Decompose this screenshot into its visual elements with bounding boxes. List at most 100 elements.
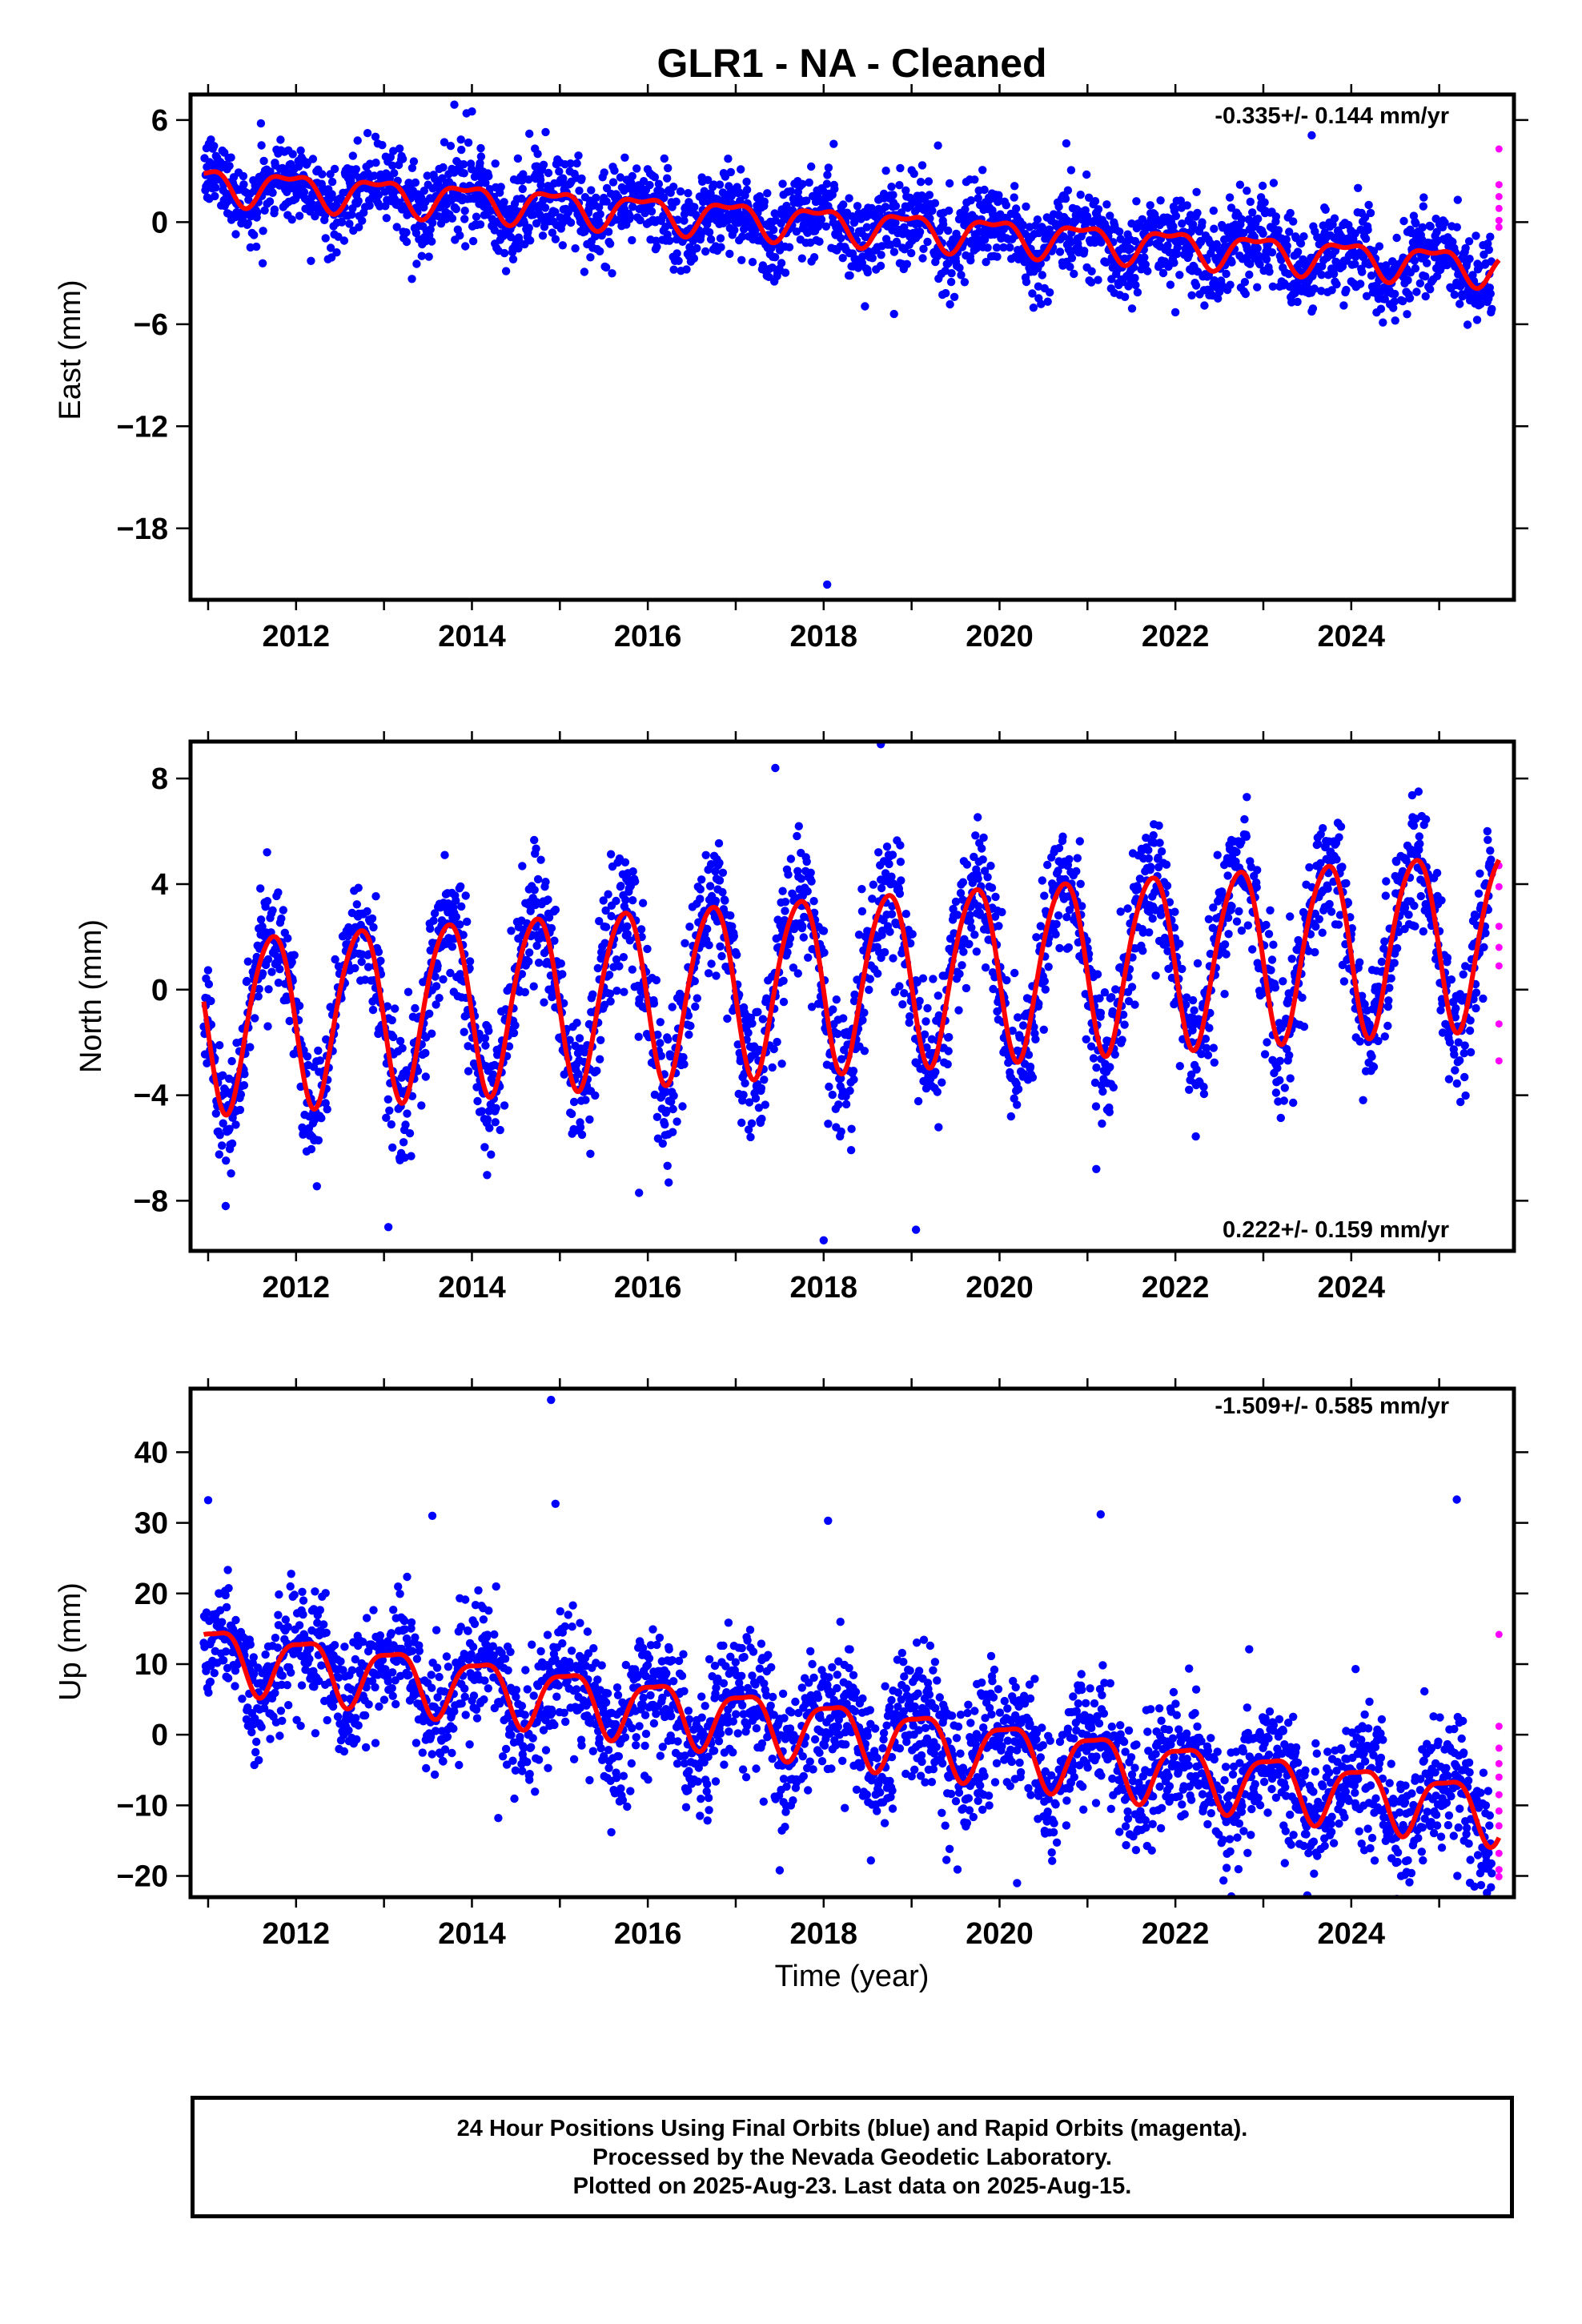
east-final-point	[1339, 301, 1348, 310]
east-final-point	[239, 171, 248, 181]
north-final-point	[773, 1037, 781, 1047]
east-final-point	[1141, 260, 1150, 269]
east-final-point	[1010, 182, 1019, 191]
north-final-point	[747, 1119, 757, 1128]
north-final-point	[307, 1144, 316, 1154]
east-final-point	[600, 168, 608, 177]
north-final-point	[1014, 1084, 1023, 1094]
north-final-point	[403, 1109, 412, 1118]
east-final-point	[748, 258, 757, 267]
north-final-point	[703, 924, 712, 934]
east-final-point	[1191, 281, 1201, 290]
east-final-point	[526, 236, 535, 245]
north-final-point	[934, 1123, 943, 1132]
east-final-point	[608, 269, 616, 278]
east-final-point	[660, 193, 669, 203]
north-final-point	[929, 975, 938, 983]
east-final-point	[1066, 263, 1074, 271]
east-final-point	[1227, 203, 1236, 212]
north-final-point	[525, 948, 534, 957]
east-final-point	[1034, 282, 1043, 291]
east-final-point	[1354, 183, 1363, 192]
north-final-point	[1178, 964, 1186, 974]
east-final-point	[460, 160, 468, 169]
east-final-point	[1198, 218, 1207, 227]
east-final-point	[863, 267, 873, 277]
east-final-point	[501, 267, 511, 275]
north-final-point	[599, 896, 608, 905]
east-final-point	[1423, 259, 1431, 267]
north-final-point	[612, 896, 620, 906]
north-final-point	[754, 1104, 764, 1112]
east-final-point	[1227, 258, 1236, 267]
east-final-point	[721, 172, 730, 181]
east-final-point	[1361, 235, 1371, 243]
east-final-point	[1248, 208, 1257, 217]
north-final-point	[934, 991, 943, 1000]
east-final-point	[881, 167, 890, 175]
east-final-point	[566, 159, 575, 168]
north-final-point	[1024, 1051, 1034, 1059]
east-final-point	[424, 252, 433, 261]
east-final-point	[519, 170, 528, 179]
north-final-point	[1232, 847, 1241, 857]
east-final-point	[1043, 297, 1052, 306]
east-outlier-point	[1170, 308, 1180, 317]
north-final-point	[849, 1075, 858, 1084]
north-final-point	[1204, 915, 1214, 924]
north-final-point	[509, 1028, 519, 1038]
north-final-point	[662, 1106, 671, 1116]
north-final-point	[1289, 1098, 1298, 1108]
east-final-point	[318, 170, 327, 179]
east-final-point	[1253, 243, 1262, 253]
east-final-point	[276, 135, 285, 144]
east-final-point	[1143, 267, 1152, 275]
north-final-point	[1188, 995, 1198, 1005]
east-final-point	[1465, 255, 1474, 263]
north-final-point	[631, 877, 640, 886]
east-final-point	[946, 300, 954, 309]
north-final-point	[290, 951, 299, 960]
north-final-point	[685, 923, 694, 931]
east-final-point	[907, 248, 916, 258]
north-final-point	[983, 873, 992, 882]
north-final-point	[227, 1056, 236, 1066]
north-final-point	[530, 835, 539, 845]
north-final-point	[464, 1067, 473, 1076]
north-final-point	[1031, 1035, 1040, 1044]
east-final-point	[1351, 259, 1359, 268]
north-final-point	[518, 862, 527, 870]
east-final-point	[674, 256, 683, 265]
east-final-point	[839, 200, 848, 209]
north-final-point	[619, 953, 628, 962]
north-final-point	[1014, 1013, 1022, 1022]
north-final-point	[681, 939, 689, 948]
north-final-point	[728, 922, 737, 931]
east-final-point	[1226, 280, 1235, 289]
north-final-point	[718, 887, 727, 897]
north-final-point	[1138, 928, 1148, 937]
north-final-point	[888, 850, 897, 859]
north-final-point	[874, 848, 883, 857]
north-final-point	[544, 913, 554, 922]
north-final-point	[857, 907, 867, 916]
east-final-point	[1086, 278, 1096, 287]
north-final-point	[480, 1034, 490, 1043]
north-final-point	[668, 1003, 677, 1011]
east-final-point	[923, 237, 932, 247]
east-final-point	[1070, 269, 1078, 279]
east-final-point	[388, 161, 397, 170]
east-final-point	[1037, 300, 1046, 308]
north-final-point	[1275, 1056, 1285, 1066]
east-final-point	[1222, 269, 1231, 279]
east-final-point	[1240, 278, 1250, 287]
north-final-point	[367, 914, 377, 923]
east-final-point	[258, 259, 267, 267]
north-final-point	[1043, 860, 1052, 870]
east-final-point	[1046, 288, 1054, 297]
east-final-point	[1468, 271, 1477, 279]
north-final-point	[1151, 906, 1160, 915]
east-final-point	[476, 159, 484, 167]
east-final-point	[484, 171, 493, 181]
north-final-point	[264, 985, 273, 994]
